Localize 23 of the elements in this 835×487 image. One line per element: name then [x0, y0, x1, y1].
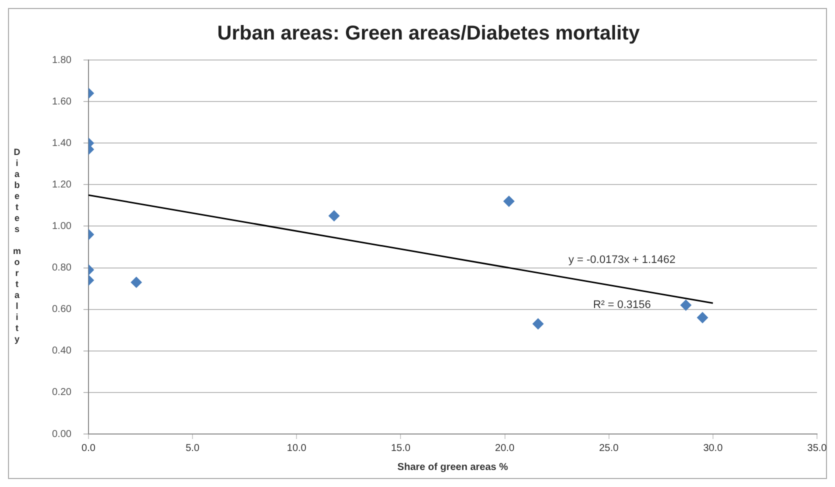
- x-axis-title: Share of green areas %: [397, 462, 508, 473]
- x-tick-label: 30.0: [703, 442, 724, 454]
- y-tick-label: 0.20: [52, 387, 72, 398]
- y-tick-label: 0.40: [52, 346, 72, 357]
- x-tick-label: 10.0: [286, 442, 307, 454]
- y-tick-label: 1.00: [52, 220, 72, 232]
- x-tick-label: 15.0: [390, 442, 411, 454]
- y-tick-label: 1.60: [52, 96, 72, 108]
- annotation: y = -0.0173x + 1.1462: [568, 254, 676, 266]
- y-tick-label: 0.00: [52, 428, 72, 440]
- y-tick-label: 1.80: [52, 54, 72, 66]
- y-axis-title: Diabetes mortality: [12, 146, 23, 347]
- chart-title: Urban areas: Green areas/Diabetes mortality: [217, 22, 641, 45]
- x-tick-label: 0.0: [82, 442, 96, 454]
- x-tick-label: 5.0: [186, 442, 200, 454]
- x-tick-label: 20.0: [495, 442, 515, 454]
- x-tick-label: 35.0: [807, 442, 828, 454]
- y-tick-label: 1.40: [52, 138, 72, 149]
- y-tick-label: 1.20: [52, 179, 72, 190]
- annotation: R² = 0.3156: [593, 299, 651, 312]
- y-tick-label: 0.60: [52, 304, 72, 316]
- x-tick-label: 25.0: [599, 442, 620, 454]
- y-tick-label: 0.80: [52, 262, 72, 274]
